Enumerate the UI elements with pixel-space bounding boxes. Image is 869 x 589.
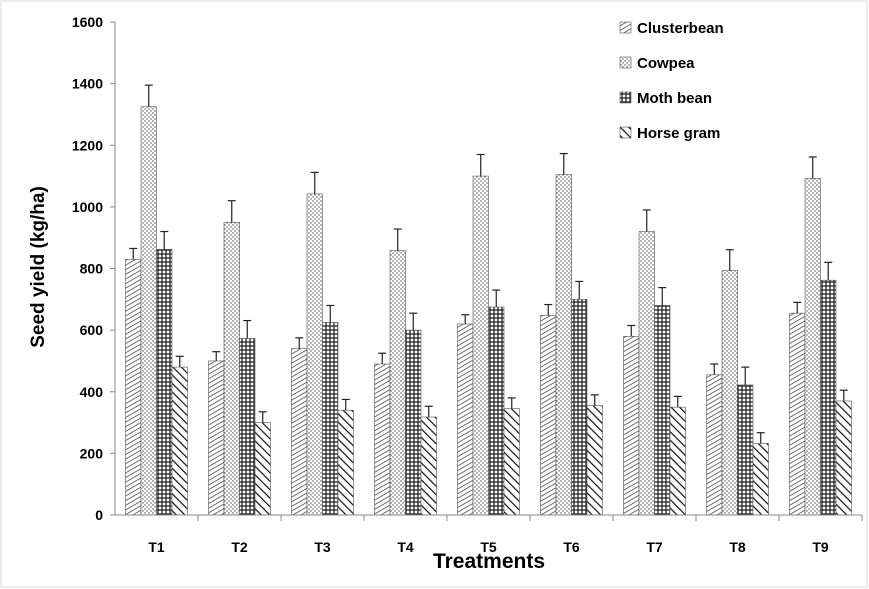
legend: Clusterbean Cowpea Moth bean Horse gram (619, 20, 724, 142)
bars-layer (125, 84, 852, 516)
x-tick-label: T5 (480, 539, 497, 555)
bar (804, 178, 821, 516)
y-tick-label: 1600 (72, 14, 103, 30)
y-tick-label: 0 (95, 507, 103, 523)
y-tick-label: 1000 (72, 199, 103, 215)
legend-swatch (619, 56, 632, 69)
bar (654, 305, 671, 516)
bar (586, 405, 603, 516)
bar (706, 374, 723, 516)
bar (721, 270, 738, 516)
bar (457, 323, 474, 516)
y-tick-label: 800 (80, 261, 104, 277)
y-axis-title: Seed yield (kg/ha) (28, 186, 49, 348)
legend-label: Moth bean (637, 90, 712, 107)
bar (171, 366, 188, 516)
bar (337, 409, 354, 516)
bar (374, 363, 391, 516)
bar (156, 249, 173, 516)
bar (254, 422, 271, 516)
legend-label: Horse gram (637, 125, 720, 142)
bar (140, 106, 157, 516)
bar (405, 329, 422, 516)
legend-swatch (619, 21, 632, 34)
bar (291, 348, 308, 516)
bar (223, 221, 240, 516)
x-tick-label: T9 (812, 539, 829, 555)
x-tick-label: T8 (729, 539, 746, 555)
bar (623, 335, 640, 516)
bar (555, 174, 572, 516)
bar (737, 384, 754, 516)
bar (420, 416, 437, 516)
legend-label: Clusterbean (637, 20, 724, 37)
bar (789, 312, 806, 516)
x-tick-label: T2 (231, 539, 248, 555)
bar (820, 279, 837, 516)
bar (488, 306, 505, 516)
y-tick-label: 600 (80, 322, 104, 338)
axes-layer: 0 200 400 600 800 1000 1200 1400 1600 T1 T2 T3 T4 T5 T… (72, 14, 863, 555)
x-tick-label: T3 (314, 539, 331, 555)
bar (208, 360, 225, 516)
x-tick-label: T1 (148, 539, 165, 555)
x-tick-label: T4 (397, 539, 414, 555)
bar (125, 258, 142, 516)
bar (322, 322, 339, 516)
bar (540, 315, 557, 516)
bar (752, 443, 769, 516)
bar (389, 250, 406, 516)
legend-swatch (619, 126, 632, 139)
bar (239, 338, 256, 516)
legend-swatch (619, 91, 632, 104)
bar (571, 299, 588, 516)
bar (472, 175, 489, 516)
bar (638, 231, 655, 516)
x-tick-label: T6 (563, 539, 580, 555)
bar (503, 408, 520, 516)
y-tick-label: 1200 (72, 137, 103, 153)
x-axis-title: Treatments (433, 550, 545, 573)
bar (835, 400, 852, 516)
legend-label: Cowpea (637, 55, 695, 72)
y-tick-label: 1400 (72, 76, 103, 92)
y-tick-label: 200 (80, 445, 104, 461)
bar (669, 406, 686, 516)
x-tick-label: T7 (646, 539, 663, 555)
bar (306, 193, 323, 516)
y-tick-label: 400 (80, 384, 104, 400)
